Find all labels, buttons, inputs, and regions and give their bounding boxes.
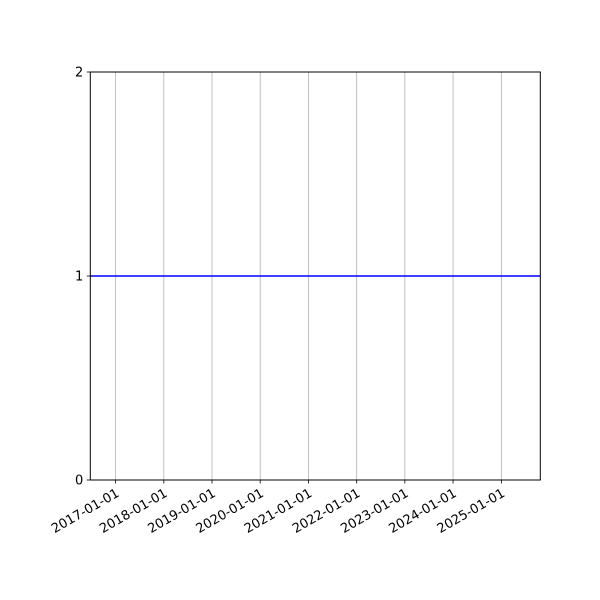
y-tick-label: 0 — [75, 474, 83, 489]
y-tick-label: 1 — [75, 270, 83, 285]
y-tick-label: 2 — [75, 66, 83, 81]
x-axis: 2017-01-012018-01-012019-01-012020-01-01… — [49, 480, 508, 537]
y-axis: 0 1 2 — [75, 66, 91, 489]
